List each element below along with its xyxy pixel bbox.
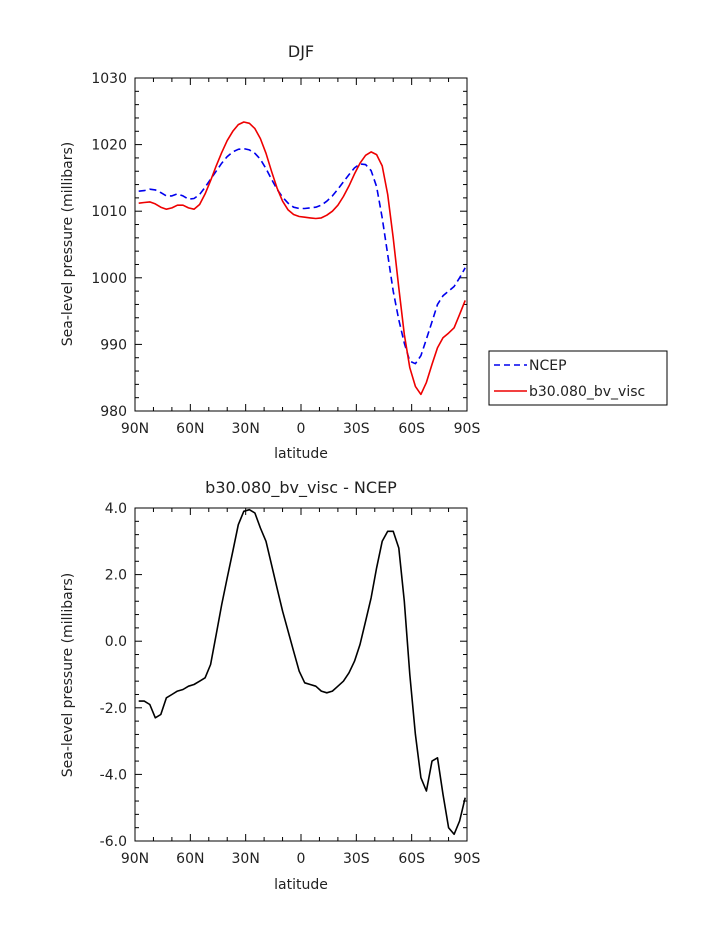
bottom-ytick-label: -4.0 bbox=[100, 767, 127, 783]
bottom-series-group bbox=[138, 508, 466, 836]
legend: NCEP b30.080_bv_visc bbox=[488, 350, 668, 406]
top-plot-frame bbox=[134, 77, 468, 412]
bottom-ytick-label: -2.0 bbox=[100, 701, 127, 717]
legend-box bbox=[488, 350, 668, 406]
bottom-series-line-1 bbox=[138, 508, 466, 836]
top-panel: DJF 980 990 1000 1010 1020 1030 90N 60N 30N 0 30S… bbox=[60, 42, 668, 462]
bottom-x-axis-label: latitude bbox=[274, 877, 328, 893]
bottom-chart-title: b30.080_bv_visc - NCEP bbox=[205, 478, 397, 498]
bottom-x-tick-labels: 90N 60N 30N 0 30S 60S 90S bbox=[121, 851, 481, 867]
top-xtick-label: 30N bbox=[232, 421, 260, 437]
top-ytick-label: 1000 bbox=[91, 271, 127, 287]
bottom-y-tick-labels: -6.0 -4.0 -2.0 0.0 2.0 4.0 bbox=[100, 501, 127, 850]
legend-label-ncep: NCEP bbox=[529, 358, 567, 374]
top-y-tick-labels: 980 990 1000 1010 1020 1030 bbox=[91, 71, 127, 420]
top-ytick-label: 1020 bbox=[91, 138, 127, 154]
top-x-tick-labels: 90N 60N 30N 0 30S 60S 90S bbox=[121, 421, 481, 437]
top-series-line-1 bbox=[138, 147, 466, 365]
bottom-ytick-label: 2.0 bbox=[105, 568, 127, 584]
top-ytick-label: 1030 bbox=[91, 71, 127, 87]
top-x-axis-label: latitude bbox=[274, 446, 328, 462]
bottom-ytick-label: 0.0 bbox=[105, 634, 127, 650]
top-xtick-label: 60N bbox=[176, 421, 204, 437]
bottom-ytick-label: -6.0 bbox=[100, 834, 127, 850]
bottom-panel: b30.080_bv_visc - NCEP -6.0 -4.0 -2.0 0.0 2.… bbox=[60, 478, 480, 893]
bottom-xtick-label: 60S bbox=[398, 851, 425, 867]
top-xtick-label: 90N bbox=[121, 421, 149, 437]
top-xtick-label: 0 bbox=[297, 421, 306, 437]
top-series-group bbox=[138, 121, 466, 396]
top-tick-marks bbox=[134, 77, 468, 412]
bottom-y-axis-label: Sea-level pressure (millibars) bbox=[60, 573, 76, 777]
top-xtick-label: 60S bbox=[398, 421, 425, 437]
top-chart-title: DJF bbox=[288, 42, 314, 61]
top-series-line-2 bbox=[138, 121, 466, 396]
bottom-tick-marks bbox=[134, 507, 468, 842]
top-ytick-label: 1010 bbox=[91, 204, 127, 220]
bottom-xtick-label: 30N bbox=[232, 851, 260, 867]
top-xtick-label: 90S bbox=[454, 421, 481, 437]
legend-label-b30: b30.080_bv_visc bbox=[529, 384, 645, 400]
top-y-axis-label: Sea-level pressure (millibars) bbox=[60, 142, 76, 346]
top-ytick-label: 990 bbox=[100, 337, 127, 353]
top-ytick-label: 980 bbox=[100, 404, 127, 420]
bottom-xtick-label: 30S bbox=[343, 851, 370, 867]
bottom-xtick-label: 90N bbox=[121, 851, 149, 867]
bottom-xtick-label: 90S bbox=[454, 851, 481, 867]
bottom-xtick-label: 60N bbox=[176, 851, 204, 867]
bottom-ytick-label: 4.0 bbox=[105, 501, 127, 517]
bottom-xtick-label: 0 bbox=[297, 851, 306, 867]
top-xtick-label: 30S bbox=[343, 421, 370, 437]
